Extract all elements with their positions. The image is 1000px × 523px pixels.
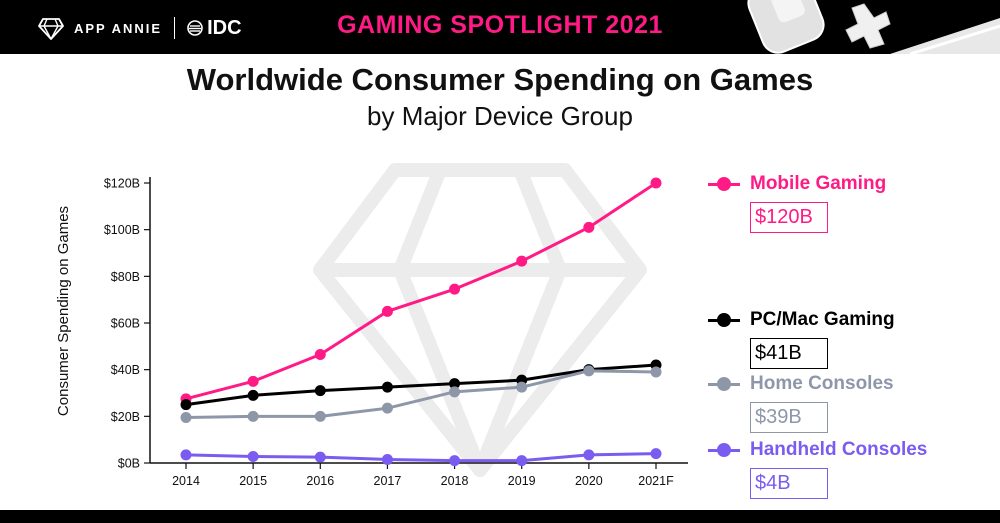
y-tick-label: $120B <box>104 177 140 191</box>
data-point <box>583 365 595 377</box>
legend-name: Home Consoles <box>750 373 894 394</box>
data-point <box>381 381 393 393</box>
brand-name: APP ANNIE <box>74 20 163 36</box>
legend-marker <box>717 443 731 457</box>
y-tick-label: $100B <box>104 223 140 237</box>
data-point <box>247 410 259 422</box>
series-layer <box>180 177 662 467</box>
data-point <box>449 455 461 467</box>
data-point <box>381 305 393 317</box>
watermark-diamond <box>313 163 647 477</box>
y-axis-ticks: $0B $20B $40B $60B $80B $100B $120B <box>104 177 150 471</box>
y-tick-label: $40B <box>111 363 140 377</box>
data-point <box>247 389 259 401</box>
series-line <box>185 452 657 463</box>
data-point <box>314 410 326 422</box>
data-point <box>516 455 528 467</box>
data-point <box>314 451 326 463</box>
legend-value: $120B <box>750 202 828 233</box>
series-line <box>185 369 657 419</box>
data-point <box>449 283 461 295</box>
legend-name: PC/Mac Gaming <box>750 309 895 330</box>
data-point <box>650 448 662 460</box>
x-tick-label: 2014 <box>172 474 200 488</box>
x-tick-label: 2016 <box>306 474 334 488</box>
legend-marker <box>717 313 731 327</box>
legend-value: $39B <box>750 402 828 433</box>
data-point <box>180 412 192 423</box>
data-point <box>314 349 326 360</box>
brand-divider <box>174 17 176 39</box>
data-point <box>583 221 595 233</box>
banner-title: GAMING SPOTLIGHT 2021 <box>337 11 663 39</box>
x-tick-label: 2019 <box>508 474 536 488</box>
y-tick-label: $80B <box>111 270 140 284</box>
x-tick-label: 2015 <box>239 474 267 488</box>
legend-value: $41B <box>750 338 828 369</box>
chart-subtitle: by Major Device Group <box>367 101 633 131</box>
y-tick-label: $20B <box>111 410 140 424</box>
chart-axes <box>149 177 688 464</box>
y-tick-label: $60B <box>111 317 140 331</box>
data-point <box>449 378 461 390</box>
series-handheld-consoles <box>180 448 662 467</box>
partner-name: IDC <box>207 16 242 39</box>
legend-name: Handheld Consoles <box>750 439 928 460</box>
top-banner: APP ANNIE IDC GAMING SPOTLIGHT 2021 <box>0 0 1000 54</box>
data-point <box>247 450 259 462</box>
data-point <box>381 402 393 414</box>
console-controller-icon <box>747 0 1000 54</box>
data-point <box>381 454 393 465</box>
data-point <box>449 386 461 398</box>
x-tick-label: 2021F <box>638 474 674 488</box>
y-axis-label: Consumer Spending on Games <box>55 206 72 416</box>
series-line <box>185 181 657 401</box>
series-home-consoles <box>180 365 662 423</box>
chart-title: Worldwide Consumer Spending on Games <box>186 62 814 97</box>
data-point <box>650 366 662 378</box>
data-point <box>583 449 595 461</box>
bottom-bar <box>0 510 1000 523</box>
legend-value: $4B <box>750 468 828 499</box>
data-point <box>516 381 528 393</box>
data-point <box>516 255 528 267</box>
brand-lockup: APP ANNIE IDC <box>38 14 242 42</box>
x-tick-label: 2017 <box>374 474 402 488</box>
x-axis-ticks: 2014 2015 2016 2017 2018 2019 2020 2021F <box>172 463 674 488</box>
series-mobile-gaming <box>180 177 662 405</box>
data-point <box>180 449 192 461</box>
diamond-logo-icon <box>38 18 64 40</box>
legend-marker <box>717 377 731 391</box>
x-tick-label: 2018 <box>441 474 469 488</box>
data-point <box>247 375 259 387</box>
data-point <box>650 177 662 189</box>
y-tick-label: $0B <box>118 457 140 471</box>
legend-name: Mobile Gaming <box>750 173 887 194</box>
x-tick-label: 2020 <box>575 474 603 488</box>
legend-marker <box>717 177 731 191</box>
idc-logo-icon <box>187 20 203 36</box>
data-point <box>180 399 192 411</box>
data-point <box>314 385 326 397</box>
series-line <box>185 363 657 407</box>
